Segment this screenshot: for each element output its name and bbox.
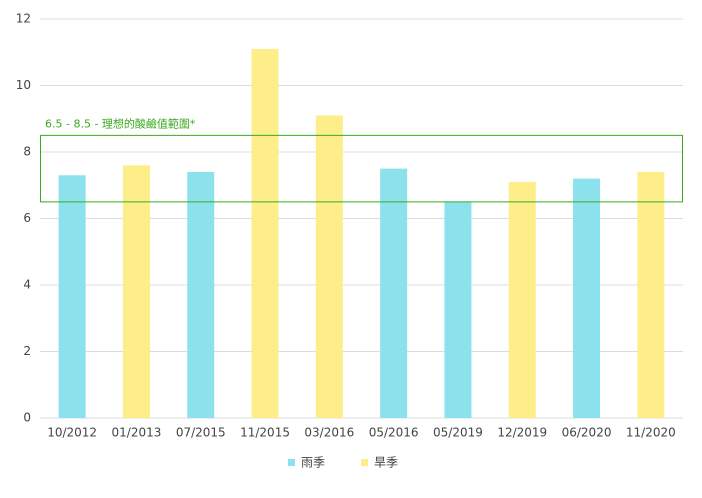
y-tick-label: 6 xyxy=(23,211,31,225)
x-tick-label: 03/2016 xyxy=(304,426,354,440)
x-tick-label: 07/2015 xyxy=(176,426,226,440)
x-tick-label: 10/2012 xyxy=(47,426,97,440)
annotation-label: 6.5 - 8.5 - 理想的酸鹼值範圍* xyxy=(45,116,196,130)
bar xyxy=(508,181,536,418)
y-tick-label: 10 xyxy=(16,78,31,92)
bar xyxy=(444,201,472,418)
x-tick-label: 11/2015 xyxy=(240,426,290,440)
bar xyxy=(122,165,150,418)
annotation-band xyxy=(40,134,683,203)
y-tick-label: 8 xyxy=(23,145,31,159)
y-tick-label: 12 xyxy=(16,12,31,26)
bar xyxy=(637,171,665,418)
y-tick-label: 2 xyxy=(23,344,31,358)
x-tick-label: 05/2019 xyxy=(433,426,483,440)
bar xyxy=(251,48,279,419)
bar xyxy=(380,168,408,418)
bar xyxy=(187,171,215,418)
x-tick-label: 11/2020 xyxy=(626,426,676,440)
legend-label: 旱季 xyxy=(374,456,398,470)
x-tick-label: 05/2016 xyxy=(369,426,419,440)
y-tick-label: 4 xyxy=(23,278,31,292)
bar xyxy=(315,115,343,419)
x-tick-label: 12/2019 xyxy=(497,426,547,440)
bar xyxy=(58,175,86,418)
legend-marker xyxy=(361,459,368,466)
bar xyxy=(573,178,601,418)
legend-marker xyxy=(288,459,295,466)
y-tick-label: 0 xyxy=(23,411,31,425)
legend-label: 雨季 xyxy=(301,456,325,470)
x-tick-label: 01/2013 xyxy=(112,426,162,440)
x-tick-label: 06/2020 xyxy=(562,426,612,440)
